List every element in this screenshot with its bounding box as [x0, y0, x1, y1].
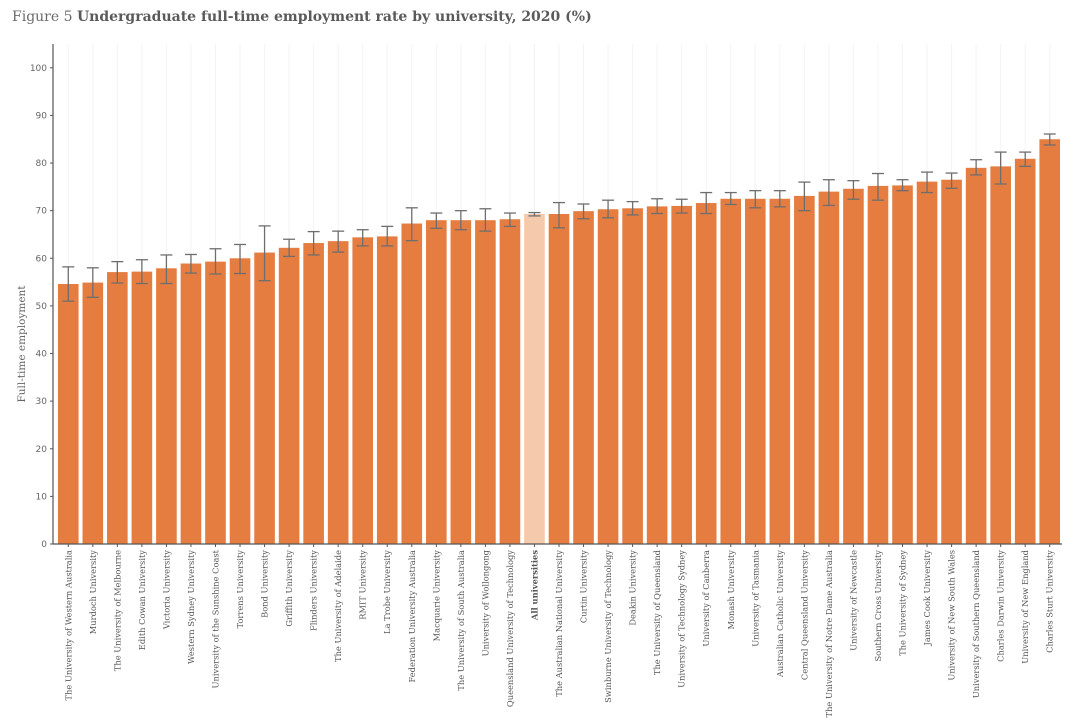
bar [82, 282, 104, 544]
bar [327, 241, 349, 544]
bar [941, 179, 962, 544]
category-label: Australian Catholic University [775, 550, 785, 678]
bar [1014, 158, 1036, 544]
bar [597, 209, 619, 544]
bar [180, 263, 202, 544]
y-tick-label: 70 [36, 207, 48, 217]
category-label: Swinburne University of Technology [603, 550, 613, 703]
category-label: Torrens University [235, 550, 245, 629]
category-label: Southern Cross University [873, 550, 883, 662]
category-label: Edith Cowan University [137, 550, 147, 651]
bar [646, 206, 668, 544]
bar [229, 258, 251, 544]
category-label: James Cook University [922, 550, 932, 647]
bar [499, 219, 521, 544]
category-label: University of New South Wales [947, 550, 957, 681]
bar [401, 223, 423, 544]
bar [695, 203, 717, 545]
chart-title-text: Undergraduate full-time employment rate … [76, 9, 592, 25]
category-label: Deakin University [628, 550, 638, 626]
bar [965, 167, 987, 545]
chart-title: Figure 5 Undergraduate full-time employm… [12, 9, 592, 25]
y-tick-label: 50 [36, 302, 48, 312]
category-label: University of Tasmania [750, 550, 760, 647]
category-label: Monash University [726, 550, 736, 630]
category-label: Griffith University [284, 550, 294, 627]
category-label: Macquarie University [431, 550, 441, 642]
category-label: Federation University Australia [407, 550, 417, 683]
bar [475, 220, 496, 544]
category-label: University of the Sunshine Coast [210, 549, 220, 688]
figure-label: Figure 5 [12, 9, 73, 25]
category-label: University of Technology Sydney [677, 550, 687, 688]
bar [843, 188, 864, 544]
category-label: All universities [529, 550, 539, 621]
y-axis-label: Full-time employment [16, 285, 28, 403]
y-tick-label: 80 [36, 159, 48, 169]
category-label: La Trobe University [382, 550, 392, 634]
category-label: The University of Queensland [652, 549, 662, 675]
bar [990, 166, 1011, 544]
bar [622, 208, 643, 545]
bar [156, 268, 177, 544]
bar [107, 272, 128, 544]
bar [303, 243, 324, 545]
bar [744, 198, 766, 544]
category-label: University of Newcastle [848, 550, 858, 651]
category-label: University of Canberra [701, 550, 711, 647]
category-label: University of Wollongong [480, 549, 490, 656]
bar [131, 271, 153, 544]
bar [450, 220, 472, 544]
category-label: The University of Sydney [898, 550, 908, 656]
bar [573, 211, 594, 544]
bar [671, 205, 692, 544]
bar [794, 195, 815, 544]
category-label: University of Southern Queensland [971, 549, 981, 698]
category-label: The Australian National University [554, 550, 564, 697]
bar [818, 191, 840, 544]
category-label: Curtin University [579, 550, 589, 623]
category-label: The University of South Australia [456, 550, 466, 691]
y-tick-label: 30 [36, 397, 48, 407]
y-tick-label: 10 [36, 492, 48, 502]
bar [548, 214, 570, 544]
bar [426, 220, 447, 544]
y-tick-label: 90 [36, 111, 48, 121]
bar [769, 198, 791, 544]
y-tick-label: 40 [36, 350, 48, 360]
category-label: Central Queensland University [799, 550, 809, 680]
bar [524, 214, 545, 544]
category-label: Charles Sturt University [1045, 550, 1055, 653]
y-tick-label: 100 [30, 64, 47, 74]
category-label: Murdoch University [88, 550, 98, 635]
category-label: The University of Adelaide [333, 550, 343, 662]
bar [254, 252, 275, 545]
bar [867, 185, 889, 544]
bar [1039, 139, 1061, 544]
category-label: The University of Notre Dame Australia [824, 550, 834, 718]
category-label: The University of Melbourne [112, 550, 122, 671]
category-label: Queensland University of Technology [505, 550, 515, 707]
y-tick-label: 60 [36, 254, 48, 264]
bar [376, 236, 398, 544]
category-label: RMIT University [358, 550, 368, 620]
category-label: Western Sydney University [186, 550, 196, 664]
bar [892, 185, 913, 544]
bar [352, 237, 374, 545]
category-label: The University of Western Australia [63, 550, 73, 701]
category-label: Bond University [260, 550, 270, 618]
y-tick-label: 0 [41, 540, 47, 550]
category-label: Charles Darwin University [996, 550, 1006, 662]
bar [916, 181, 938, 544]
category-label: Flinders University [309, 550, 319, 631]
category-label: University of New England [1020, 549, 1030, 663]
y-tick-label: 20 [36, 445, 48, 455]
bar [205, 261, 226, 544]
bar [278, 247, 300, 545]
category-label: Victoria University [161, 550, 171, 630]
bar [720, 198, 742, 544]
bar [57, 284, 79, 544]
